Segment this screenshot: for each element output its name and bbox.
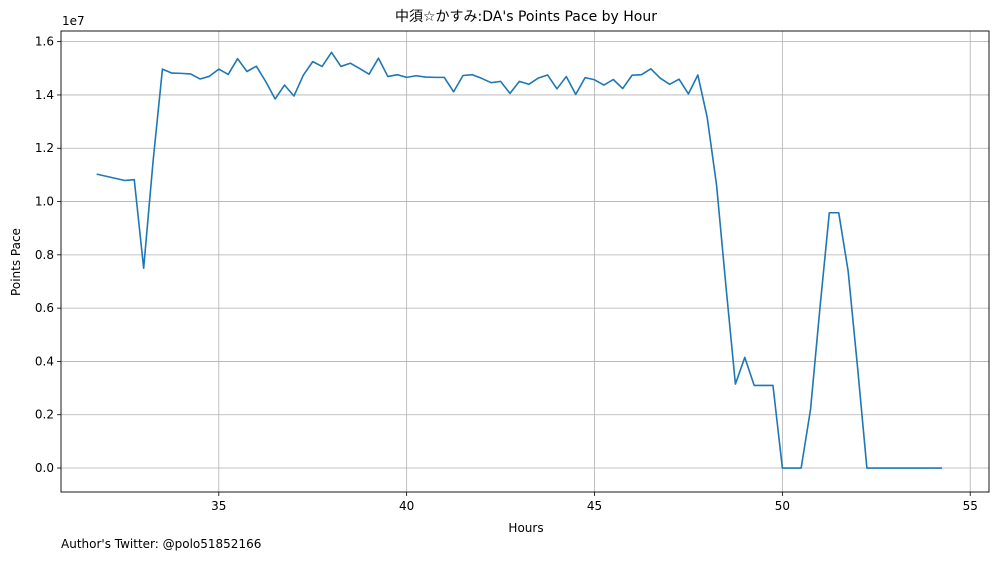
y-tick-label: 0.0 [35,461,54,475]
y-tick-label: 0.2 [35,408,54,422]
x-axis-ticks: 35 40 45 50 55 [211,492,978,513]
x-tick-label: 55 [963,499,978,513]
y-axis-label: Points Pace [9,228,23,296]
y-offset-label: 1e7 [62,14,85,28]
x-tick-label: 40 [399,499,414,513]
author-credit: Author's Twitter: @polo51852166 [61,537,262,551]
x-tick-label: 35 [211,499,226,513]
x-axis-label: Hours [508,521,543,535]
y-tick-label: 0.4 [35,354,54,368]
chart-title: 中須☆かすみ:DA's Points Pace by Hour [395,9,657,25]
series-line [96,51,943,469]
plot-frame [60,30,990,493]
y-tick-label: 0.6 [35,301,54,315]
y-tick-label: 1.6 [35,35,54,49]
y-axis-ticks: 0.0 0.2 0.4 0.6 0.8 1.0 1.2 1.4 1.6 [35,35,61,475]
y-tick-label: 0.8 [35,248,54,262]
x-tick-label: 50 [775,499,790,513]
y-tick-label: 1.4 [35,88,54,102]
grid-lines [61,31,989,492]
y-tick-label: 1.0 [35,195,54,209]
x-tick-label: 45 [587,499,602,513]
y-tick-label: 1.2 [35,141,54,155]
